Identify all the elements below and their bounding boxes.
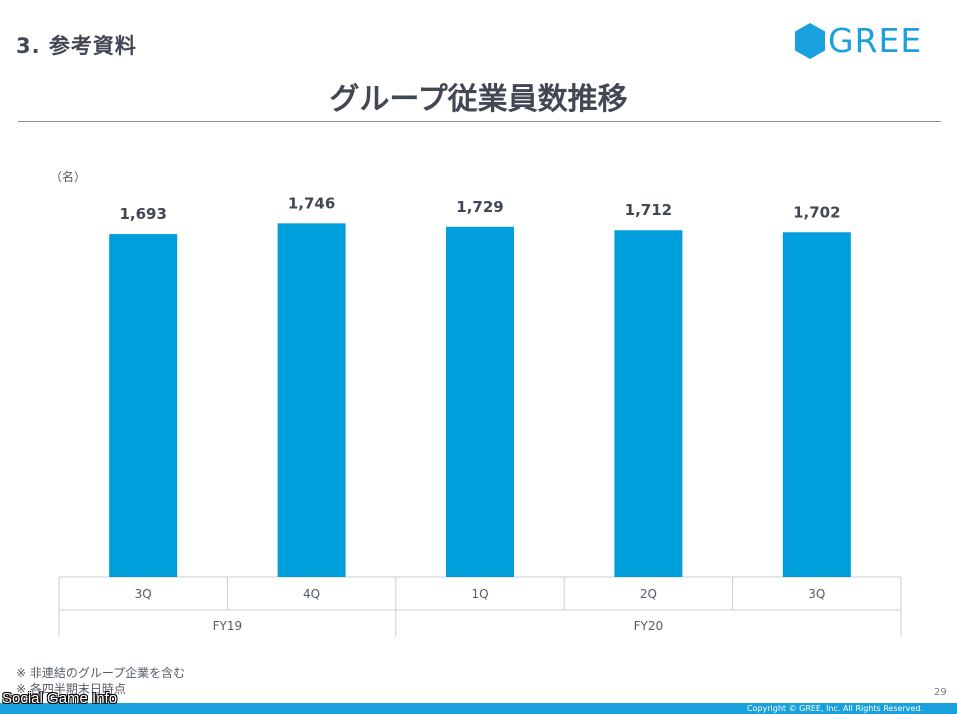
page-title: グループ従業員数推移 <box>329 82 628 117</box>
title-divider <box>18 121 941 122</box>
group-label: FY19 <box>213 619 243 633</box>
category-label: 1Q <box>471 587 488 601</box>
category-label: 3Q <box>135 587 152 601</box>
footnote-2: ※ 各四半期末日時点 <box>16 682 126 696</box>
category-label: 4Q <box>303 587 320 601</box>
footnote-1: ※ 非連結のグループ企業を含む <box>16 666 186 680</box>
group-label: FY20 <box>634 619 664 633</box>
copyright-text: Copyright © GREE, Inc. All Rights Reserv… <box>746 704 923 713</box>
logo-text: GREE <box>828 21 923 60</box>
category-label: 3Q <box>808 587 825 601</box>
data-label: 1,702 <box>793 203 840 221</box>
gree-logo: GREE <box>794 20 934 62</box>
watermark: Social Game Info <box>2 690 118 707</box>
bar <box>277 223 346 577</box>
data-label: 1,729 <box>456 198 503 216</box>
bar <box>446 226 514 577</box>
bar <box>782 232 851 577</box>
footer-bar: Copyright © GREE, Inc. All Rights Reserv… <box>0 703 957 714</box>
data-label: 1,712 <box>625 201 672 219</box>
data-label: 1,746 <box>288 194 335 212</box>
bar <box>109 234 178 577</box>
section-title: 3. 参考資料 <box>16 34 137 58</box>
page-number: 29 <box>934 687 947 698</box>
data-label: 1,693 <box>119 205 166 223</box>
hexagon-logo-icon <box>795 23 825 59</box>
category-label: 2Q <box>640 587 657 601</box>
bar <box>614 230 683 577</box>
unit-label: （名） <box>50 170 87 184</box>
